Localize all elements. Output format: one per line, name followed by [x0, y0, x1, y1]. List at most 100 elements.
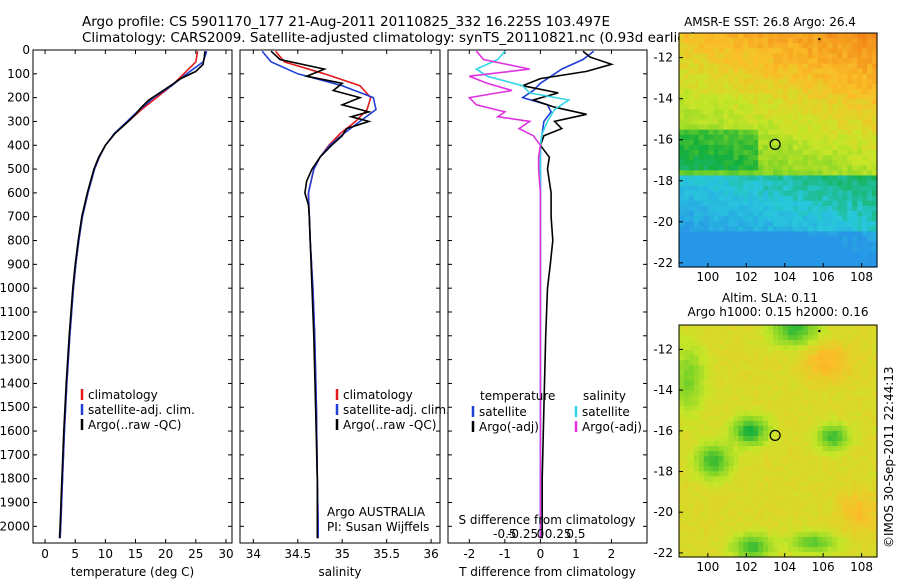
map-cell — [782, 420, 789, 427]
map-cell — [827, 129, 834, 136]
map-cell — [857, 104, 863, 110]
map-cell — [688, 104, 695, 110]
map-cell — [787, 375, 794, 382]
map-cell — [738, 83, 744, 90]
map-cell — [703, 425, 710, 432]
map-cell — [822, 124, 829, 131]
map-cell — [832, 195, 838, 202]
map-cell — [822, 395, 829, 402]
map-cell — [847, 521, 853, 528]
map-cell — [738, 226, 744, 232]
map-cell — [693, 360, 700, 366]
map-cell — [807, 88, 814, 95]
x-tick-label: 34 — [246, 547, 261, 561]
map-cell — [842, 114, 848, 121]
map-cell — [872, 211, 878, 217]
map-cell — [763, 216, 769, 222]
map-cell — [837, 170, 843, 177]
map-cell — [748, 330, 754, 336]
map-cell — [827, 150, 834, 156]
map-cell — [827, 461, 834, 467]
map-cell — [679, 435, 685, 442]
map-cell — [812, 226, 819, 232]
map-cell — [698, 350, 705, 356]
map-cell — [688, 200, 695, 207]
map-cell — [683, 521, 690, 528]
map-cell — [857, 350, 863, 356]
map-cell — [852, 63, 858, 70]
map-cell — [862, 471, 868, 477]
depth-tick-label: 1500 — [0, 400, 30, 414]
map-cell — [822, 536, 829, 543]
map-cell — [718, 129, 725, 136]
map-cell — [693, 246, 700, 253]
map-cell — [679, 430, 685, 437]
map-cell — [679, 471, 685, 477]
map-cell — [817, 435, 824, 442]
map-cell — [753, 531, 759, 538]
map-cell — [827, 155, 834, 161]
map-cell — [797, 511, 804, 518]
map-cell — [852, 471, 858, 477]
map-cell — [787, 541, 794, 548]
map-cell — [718, 175, 725, 182]
map-cell — [797, 365, 804, 371]
map-cell — [738, 43, 744, 49]
map-cell — [822, 63, 829, 70]
map-cell — [723, 486, 730, 493]
map-cell — [758, 83, 764, 90]
map-cell — [822, 441, 829, 447]
map-y-tick-label: -14 — [653, 92, 673, 106]
map-cell — [708, 531, 715, 538]
map-cell — [713, 536, 720, 543]
map-cell — [827, 451, 834, 457]
map-cell — [748, 88, 754, 95]
map-cell — [812, 385, 819, 392]
map-cell — [679, 33, 685, 39]
map-cell — [743, 511, 749, 518]
map-cell — [778, 73, 784, 80]
map-cell — [847, 241, 853, 248]
map-cell — [728, 521, 735, 528]
map-cell — [698, 355, 705, 361]
map-cell — [872, 405, 878, 412]
depth-tick-label: 800 — [7, 234, 30, 248]
map-cell — [807, 155, 814, 161]
map-cell — [763, 526, 769, 533]
map-cell — [763, 160, 769, 166]
map-cell — [862, 365, 868, 371]
map-cell — [763, 134, 769, 141]
map-cell — [817, 506, 824, 513]
map-cell — [867, 496, 873, 503]
map-cell — [807, 355, 814, 361]
map-cell — [703, 256, 710, 263]
map-cell — [862, 456, 868, 462]
map-cell — [792, 200, 799, 207]
map-cell — [748, 400, 754, 407]
map-cell — [862, 185, 868, 192]
map-cell — [713, 410, 720, 417]
map-cell — [679, 385, 685, 392]
map-cell — [683, 144, 690, 151]
map-cell — [768, 200, 774, 207]
map-cell — [817, 134, 824, 141]
map-cell — [718, 109, 725, 115]
map-cell — [837, 425, 843, 432]
map-cell — [802, 43, 809, 49]
map-cell — [802, 385, 809, 392]
map-cell — [817, 129, 824, 136]
map-cell — [832, 68, 838, 75]
map-cell — [867, 415, 873, 422]
map-cell — [738, 385, 744, 392]
map-cell — [857, 165, 863, 171]
map-cell — [693, 390, 700, 397]
map-cell — [778, 63, 784, 70]
map-cell — [778, 365, 784, 371]
map-cell — [837, 150, 843, 156]
map-cell — [728, 144, 735, 151]
map-cell — [708, 345, 715, 351]
map-cell — [708, 385, 715, 392]
map-cell — [703, 144, 710, 151]
map-cell — [837, 241, 843, 248]
